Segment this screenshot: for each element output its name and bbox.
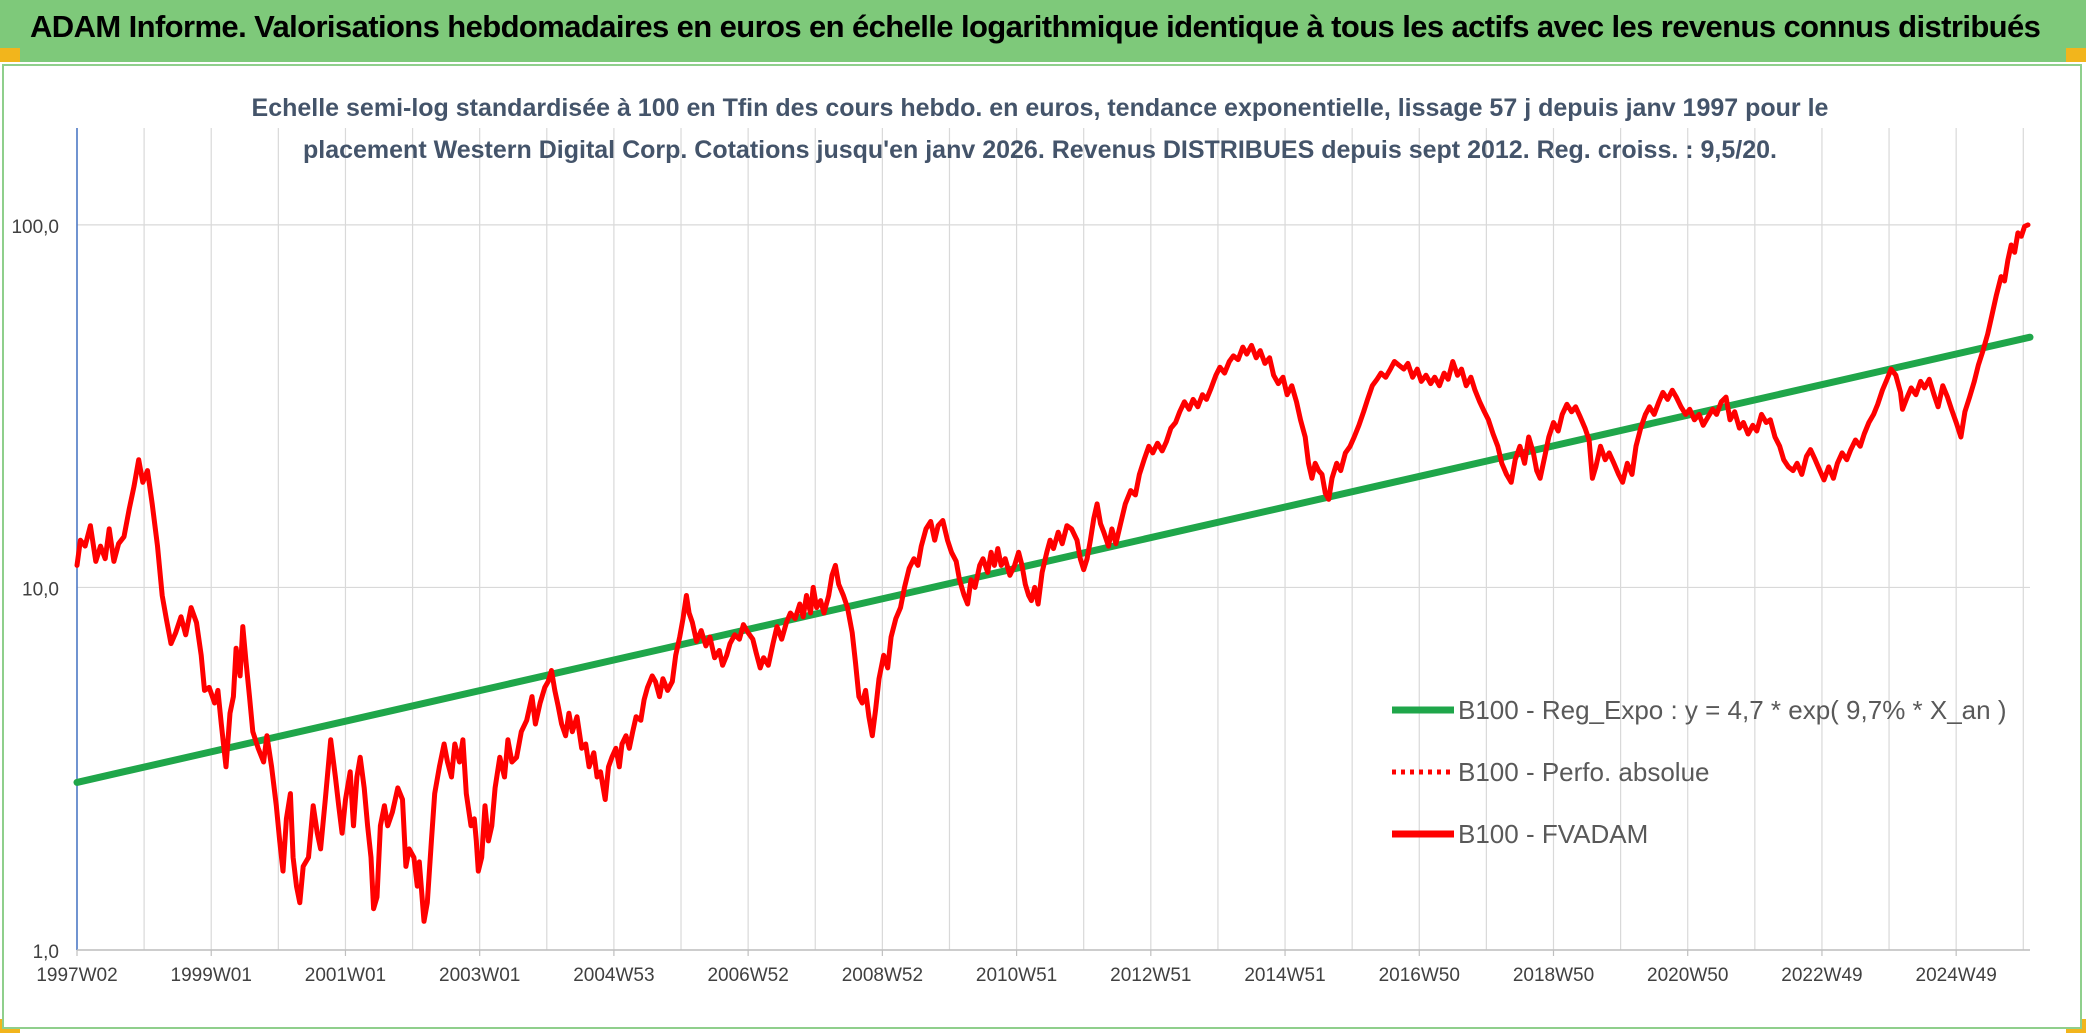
x-tick-label: 2024W49 bbox=[1916, 965, 1997, 986]
x-tick-label: 2018W50 bbox=[1513, 965, 1594, 986]
x-tick-label: 2014W51 bbox=[1244, 965, 1325, 986]
legend-label: B100 - Perfo. absolue bbox=[1458, 757, 1710, 787]
chart-title-line-1: Echelle semi-log standardisée à 100 en T… bbox=[252, 94, 1829, 122]
y-tick-label: 100,0 bbox=[11, 217, 59, 238]
trend-line bbox=[73, 333, 2034, 786]
y-tick-label: 10,0 bbox=[22, 579, 59, 600]
x-tick-label: 2016W50 bbox=[1379, 965, 1460, 986]
x-tick-label: 2006W52 bbox=[707, 965, 788, 986]
legend-label: B100 - FVADAM bbox=[1458, 819, 1648, 849]
x-tick-label: 1997W02 bbox=[36, 965, 117, 986]
x-tick-label: 2001W01 bbox=[305, 965, 386, 986]
corner-marker-right bbox=[2066, 48, 2086, 62]
y-tick-label: 1,0 bbox=[33, 942, 59, 963]
page-title: ADAM Informe. Valorisations hebdomadaire… bbox=[30, 9, 2041, 44]
x-tick-label: 2020W50 bbox=[1647, 965, 1728, 986]
header-banner: ADAM Informe. Valorisations hebdomadaire… bbox=[0, 0, 2086, 62]
chart-title: Echelle semi-log standardisée à 100 en T… bbox=[252, 94, 1829, 164]
corner-marker-left bbox=[0, 48, 20, 62]
x-tick-label: 2008W52 bbox=[842, 965, 923, 986]
series bbox=[73, 222, 2034, 924]
x-tick-label: 2004W53 bbox=[573, 965, 654, 986]
x-tick-label: 2022W49 bbox=[1781, 965, 1862, 986]
chart-title-line-2: placement Western Digital Corp. Cotation… bbox=[303, 136, 1777, 164]
fvadam-line bbox=[74, 222, 2031, 924]
x-tick-label: 2012W51 bbox=[1110, 965, 1191, 986]
x-tick-label: 2003W01 bbox=[439, 965, 520, 986]
x-tick-label: 2010W51 bbox=[976, 965, 1057, 986]
legend: B100 - Reg_Expo : y = 4,7 * exp( 9,7% * … bbox=[1392, 695, 2007, 849]
axes: 1,0 10,0 100,0 1997W02 1999W01 2001W01 2003W01… bbox=[11, 128, 2030, 986]
x-tick-label: 1999W01 bbox=[171, 965, 252, 986]
legend-label: B100 - Reg_Expo : y = 4,7 * exp( 9,7% * … bbox=[1458, 695, 2007, 725]
